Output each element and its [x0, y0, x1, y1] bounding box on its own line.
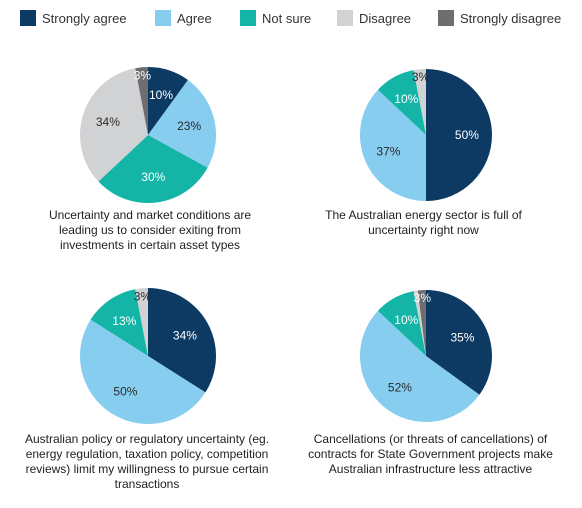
slice-label-not-sure: 10% — [394, 313, 418, 327]
legend-label: Disagree — [359, 10, 412, 26]
pie-slice-agree — [360, 89, 426, 201]
pie-slice-not-sure — [377, 70, 426, 135]
slice-label-agree: 52% — [388, 381, 412, 395]
pie-slice-agree — [148, 79, 216, 168]
pie-slice-disagree — [79, 68, 148, 182]
legend-swatch — [337, 10, 353, 26]
pie-slice-disagree — [135, 288, 148, 356]
chart-caption: Uncertainty and market conditions are le… — [48, 208, 252, 252]
slice-label-strongly-disagree: 3% — [414, 291, 432, 305]
legend-swatch — [155, 10, 171, 26]
pie-chart-contract-cancellations: 35% 52% 10% 3% Cancellations (or threats of… — [291, 0, 582, 508]
chart-caption: Australian policy or regulatory uncertai… — [24, 432, 270, 491]
pie-svg: 35% 52% 10% 3% — [360, 290, 492, 422]
pie-slice-strongly-agree — [426, 290, 492, 395]
pie-svg: 50% 37% 10% 3% — [360, 69, 492, 201]
pie-slice-not-sure — [90, 289, 148, 356]
legend-swatch — [240, 10, 256, 26]
slice-label-strongly-disagree: 3% — [134, 68, 152, 82]
slice-label-strongly-agree: 10% — [149, 88, 173, 102]
pie-slice-strongly-agree — [426, 69, 492, 201]
legend-item-strongly-agree: Strongly agree — [20, 10, 127, 26]
slice-label-disagree: 3% — [134, 289, 152, 303]
slice-label-strongly-agree: 50% — [455, 128, 479, 142]
pie-slice-disagree — [413, 69, 426, 135]
legend-item-disagree: Disagree — [337, 10, 411, 26]
chart-caption: Cancellations (or threats of cancellatio… — [308, 432, 553, 476]
pie-slice-not-sure — [98, 135, 208, 203]
legend-item-agree: Agree — [155, 10, 212, 26]
slice-label-agree: 23% — [177, 119, 201, 133]
pie-svg: 10% 23% 30% 34% 3% — [79, 67, 216, 203]
pie-svg: 34% 50% 13% 3% — [79, 288, 216, 425]
slice-label-not-sure: 10% — [394, 92, 418, 106]
pie-slice-strongly-agree — [148, 67, 188, 135]
slice-label-agree: 37% — [376, 144, 400, 158]
chart-caption: The Australian energy sector is full of … — [325, 208, 522, 237]
pie-slice-strongly-agree — [148, 288, 216, 393]
legend-label: Not sure — [262, 10, 312, 26]
legend-swatch — [20, 10, 36, 26]
pie-slice-agree — [360, 310, 480, 422]
legend-item-strongly-disagree: Strongly disagree — [438, 10, 561, 26]
slice-label-not-sure: 13% — [112, 314, 136, 328]
pie-chart-exiting-investments: 10% 23% 30% 34% 3% Uncertainty and market co… — [0, 0, 291, 260]
slice-label-disagree: 3% — [412, 70, 430, 84]
slice-label-strongly-agree: 34% — [173, 329, 197, 343]
legend-label: Strongly disagree — [460, 10, 562, 26]
pie-slice-agree — [79, 319, 206, 425]
slice-label-not-sure: 30% — [141, 170, 165, 184]
slice-label-agree: 50% — [113, 385, 137, 399]
pie-chart-energy-sector: 50% 37% 10% 3% The Australian energy sector… — [291, 0, 582, 260]
legend-label: Agree — [177, 10, 212, 26]
legend: Strongly agree Agree Not sure Disagree S… — [10, 10, 575, 32]
legend-swatch — [438, 10, 454, 26]
slice-label-strongly-agree: 35% — [450, 330, 474, 344]
legend-item-not-sure: Not sure — [240, 10, 311, 26]
pie-slice-not-sure — [377, 291, 426, 356]
pie-slice-strongly-disagree — [135, 67, 148, 135]
pie-slice-strongly-disagree — [417, 290, 426, 356]
slice-label-disagree: 34% — [96, 115, 120, 129]
pie-chart-policy-uncertainty: 34% 50% 13% 3% Australian policy or regulat… — [24, 288, 270, 491]
pie-slice-disagree — [413, 290, 426, 356]
legend-label: Strongly agree — [42, 10, 127, 26]
